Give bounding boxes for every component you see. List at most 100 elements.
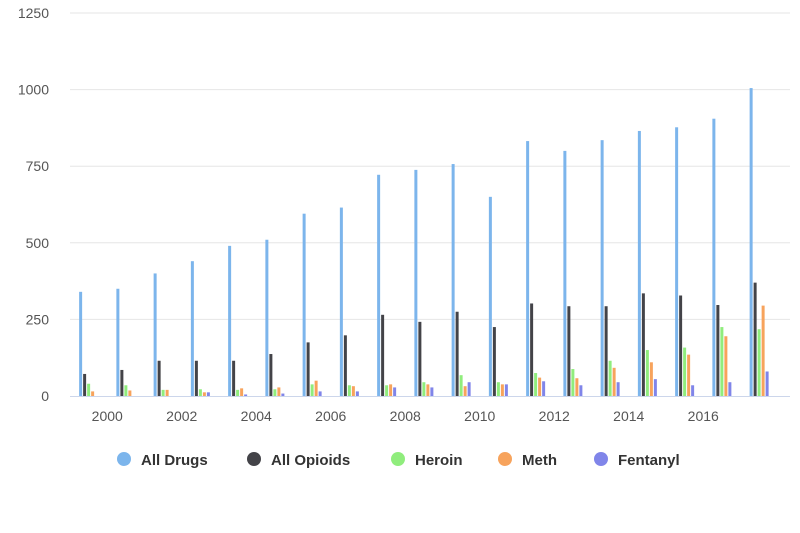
bar-all-opioids-2017 [753,282,757,396]
y-tick-label: 1000 [18,82,49,98]
x-tick-label: 2012 [539,408,570,424]
bar-all-opioids-2001 [157,360,161,396]
bar-all-opioids-2014 [641,293,645,396]
x-tick-label: 2014 [613,408,644,424]
legend-swatch [391,452,405,466]
bar-all-drugs-2012 [563,150,567,396]
bar-all-drugs-2002 [190,261,194,396]
bar-all-drugs-2011 [526,141,530,396]
bar-fentanyl-2016 [728,382,732,396]
bar-heroin-2001 [161,389,165,396]
bar-all-opioids-2016 [716,304,720,396]
bar-fentanyl-2005 [318,391,322,396]
bar-fentanyl-2008 [430,387,434,396]
bar-all-drugs-2014 [637,130,641,397]
bar-all-drugs-2017 [749,88,753,397]
bar-all-drugs-2003 [228,245,232,396]
legend-label: All Opioids [271,452,350,469]
bar-heroin-2009 [459,375,463,396]
bar-fentanyl-2009 [467,382,471,396]
legend-item-all-opioids[interactable]: All Opioids [247,452,350,469]
bar-meth-2006 [351,386,355,396]
bar-all-drugs-2015 [675,127,679,396]
bar-heroin-2003 [236,389,240,396]
bar-all-opioids-2015 [679,295,683,396]
bar-meth-1999 [91,391,95,396]
x-tick-label: 2010 [464,408,495,424]
bar-all-drugs-2005 [302,213,306,396]
bar-meth-2004 [277,387,281,396]
bar-all-opioids-2003 [232,360,236,396]
bar-fentanyl-2002 [206,392,210,396]
bar-fentanyl-2003 [244,394,248,396]
bar-fentanyl-2017 [765,371,769,396]
bar-meth-2014 [649,362,653,396]
bar-meth-2003 [240,388,244,396]
bar-all-drugs-2016 [712,118,716,396]
bar-heroin-2008 [422,382,426,396]
bar-heroin-2016 [720,327,724,396]
bar-all-drugs-2013 [600,140,604,396]
legend-label: All Drugs [141,452,208,469]
y-tick-label: 0 [41,388,49,404]
y-tick-label: 750 [26,158,50,174]
bar-meth-2009 [463,386,467,396]
bar-all-drugs-2004 [265,239,269,396]
bar-meth-2013 [612,367,616,396]
bar-heroin-2007 [385,385,389,396]
bar-all-drugs-2006 [339,207,343,396]
bar-meth-2002 [202,392,206,396]
x-axis-labels: 2000 2002 2004 2006 2008 2010 2012 2014 2016 [92,408,719,424]
legend-item-all-drugs[interactable]: All Drugs [117,452,208,469]
legend-label: Heroin [415,452,463,469]
bar-fentanyl-2010 [504,384,508,396]
legend-swatch [498,452,512,466]
bar-all-drugs-2009 [451,164,455,396]
bar-heroin-2006 [347,385,351,396]
bar-all-opioids-2000 [120,369,124,396]
legend-item-heroin[interactable]: Heroin [391,452,463,469]
bar-fentanyl-2004 [281,393,285,396]
x-tick-label: 2002 [166,408,197,424]
bar-all-opioids-2010 [492,327,496,396]
bar-heroin-2005 [310,384,314,396]
bar-heroin-2013 [608,360,612,396]
legend[interactable]: All Drugs All Opioids Heroin Meth Fentanyl [117,452,680,469]
bar-heroin-2012 [571,369,575,396]
bar-all-opioids-1999 [83,373,87,396]
bar-meth-2017 [761,305,765,396]
legend-swatch [117,452,131,466]
bar-all-drugs-2000 [116,288,120,396]
y-tick-label: 250 [26,311,50,327]
legend-label: Fentanyl [618,452,680,469]
bar-fentanyl-2013 [616,382,620,396]
legend-item-meth[interactable]: Meth [498,452,557,469]
x-tick-label: 2006 [315,408,346,424]
bar-meth-2005 [314,380,318,396]
bar-meth-2001 [165,389,169,396]
bar-fentanyl-2006 [355,391,359,396]
bar-heroin-2017 [757,329,761,396]
x-tick-label: 2016 [688,408,719,424]
bar-fentanyl-2015 [691,385,695,396]
bar-heroin-2010 [496,382,500,396]
bar-all-opioids-2004 [269,354,273,396]
bar-all-drugs-2010 [488,196,492,396]
bar-all-opioids-2011 [530,303,534,396]
bar-meth-2011 [538,377,542,396]
legend-swatch [594,452,608,466]
bar-meth-2008 [426,384,430,396]
bar-fentanyl-2007 [393,387,397,396]
bar-meth-2007 [389,384,393,396]
legend-swatch [247,452,261,466]
bar-fentanyl-2014 [653,379,657,396]
bar-heroin-1999 [87,383,91,396]
legend-item-fentanyl[interactable]: Fentanyl [594,452,680,469]
bar-all-opioids-2012 [567,306,571,396]
bar-all-drugs-1999 [79,291,83,396]
bar-heroin-2011 [534,373,538,396]
x-tick-label: 2004 [241,408,272,424]
legend-label: Meth [522,452,557,469]
